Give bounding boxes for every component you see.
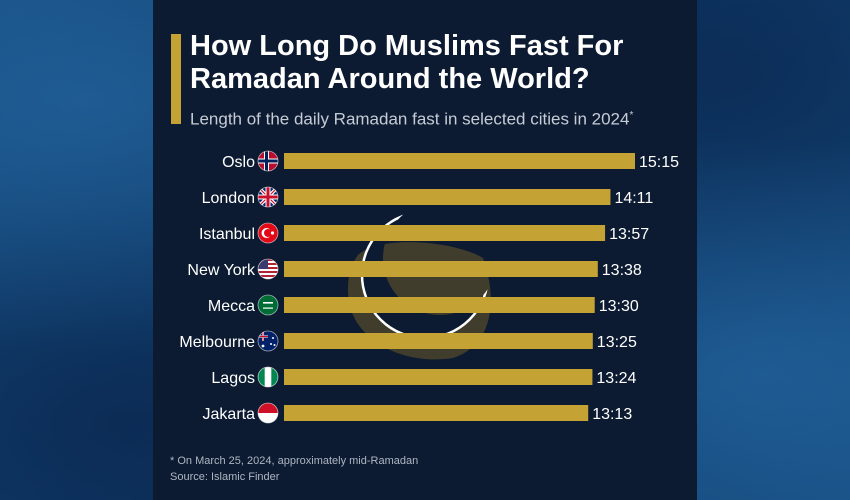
title-accent-bar [171,34,181,124]
category-label: Istanbul [199,226,255,243]
subtitle-footnote-mark: * [629,110,634,121]
data-label: 13:13 [592,406,632,423]
title-line-2: Ramadan Around the World? [190,63,590,95]
category-label: Lagos [211,370,255,387]
indonesia-flag-icon [257,402,279,424]
data-label: 13:25 [597,334,637,351]
australia-flag-icon [257,330,279,352]
bar-mecca [284,297,595,313]
usa-flag-icon [257,258,279,280]
category-label: Jakarta [203,406,256,423]
category-label: Oslo [222,154,255,171]
bar-new-york [284,261,598,277]
bar-jakarta [284,405,589,421]
bar-oslo [284,153,635,169]
subtitle-text: Length of the daily Ramadan fast in sele… [190,109,630,129]
category-label: Melbourne [179,334,255,351]
data-label: 15:15 [639,154,679,171]
saudi-arabia-flag-icon [257,294,279,316]
category-label: Mecca [208,298,255,315]
page-title: How Long Do Muslims Fast For Ramadan Aro… [190,30,690,96]
data-label: 13:57 [609,226,649,243]
category-label: New York [187,262,256,279]
footnote-note: * On March 25, 2024, approximately mid-R… [170,455,419,467]
footnote: * On March 25, 2024, approximately mid-R… [170,453,418,485]
bar-london [284,189,611,205]
footnote-source: Source: Islamic Finder [170,471,280,483]
nigeria-flag-icon [257,366,279,388]
bar-lagos [284,369,593,385]
bar-istanbul [284,225,606,241]
norway-flag-icon [257,150,279,172]
data-label: 13:38 [602,262,642,279]
data-label: 14:11 [614,190,653,207]
data-label: 13:30 [599,298,639,315]
subtitle: Length of the daily Ramadan fast in sele… [190,105,690,131]
bar-melbourne [284,333,593,349]
data-label: 13:24 [596,370,636,387]
title-line-1: How Long Do Muslims Fast For [190,30,624,62]
turkey-flag-icon [257,222,279,244]
uk-flag-icon [257,186,279,208]
bar-chart: Oslo 15:15 London 14:11 Istanbul 13:57 New Yor… [179,150,679,424]
category-label: London [202,190,255,207]
